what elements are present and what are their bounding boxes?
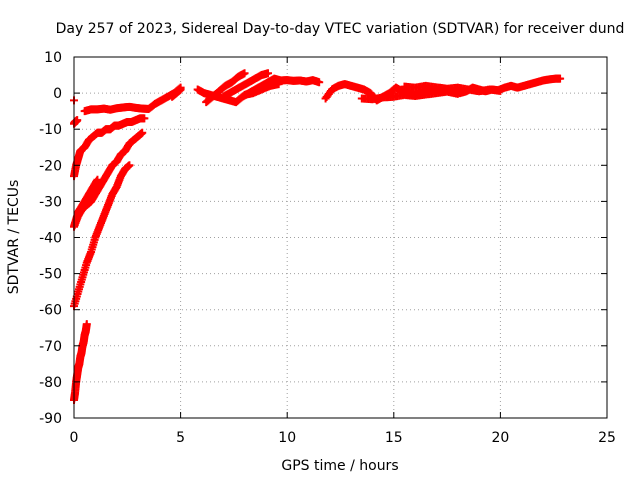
- y-tick-label: 10: [44, 50, 62, 66]
- chart-title: Day 257 of 2023, Sidereal Day-to-day VTE…: [56, 21, 625, 37]
- y-tick-label: -80: [39, 375, 62, 391]
- data-points: [70, 69, 565, 404]
- y-tick-label: -90: [39, 411, 62, 427]
- y-tick-label: -70: [39, 339, 62, 355]
- data-point: [176, 85, 185, 94]
- y-tick-label: -20: [39, 158, 62, 174]
- data-point: [240, 69, 249, 78]
- data-point: [496, 86, 505, 95]
- x-tick-label: 25: [598, 430, 616, 446]
- data-point: [93, 175, 102, 184]
- y-tick-label: -10: [39, 122, 62, 138]
- x-tick-labels: 0 5 10 15 20 25: [70, 430, 616, 446]
- data-point: [125, 161, 134, 170]
- x-tick-label: 0: [70, 430, 79, 446]
- y-tick-label: 0: [53, 86, 62, 102]
- x-tick-label: 5: [176, 430, 185, 446]
- y-tick-label: -30: [39, 194, 62, 210]
- data-point: [138, 128, 147, 137]
- y-tick-label: -40: [39, 231, 62, 247]
- x-axis-label: GPS time / hours: [281, 458, 398, 474]
- data-point: [140, 114, 149, 123]
- y-tick-label: -60: [39, 303, 62, 319]
- axis-ticks: [73, 56, 608, 419]
- grid-lines: [74, 57, 607, 418]
- data-point: [315, 78, 324, 87]
- y-tick-labels: -90 -80 -70 -60 -50 -40 -30 -20 -10 0 10: [39, 50, 62, 427]
- y-tick-label: -50: [39, 267, 62, 283]
- data-point: [556, 74, 565, 83]
- data-point: [73, 116, 82, 125]
- x-tick-label: 15: [385, 430, 403, 446]
- x-tick-label: 20: [491, 430, 509, 446]
- x-tick-label: 10: [278, 430, 296, 446]
- y-axis-label: SDTVAR / TECUs: [6, 180, 22, 295]
- data-point: [82, 320, 91, 329]
- data-point: [264, 69, 273, 78]
- data-point: [274, 80, 283, 89]
